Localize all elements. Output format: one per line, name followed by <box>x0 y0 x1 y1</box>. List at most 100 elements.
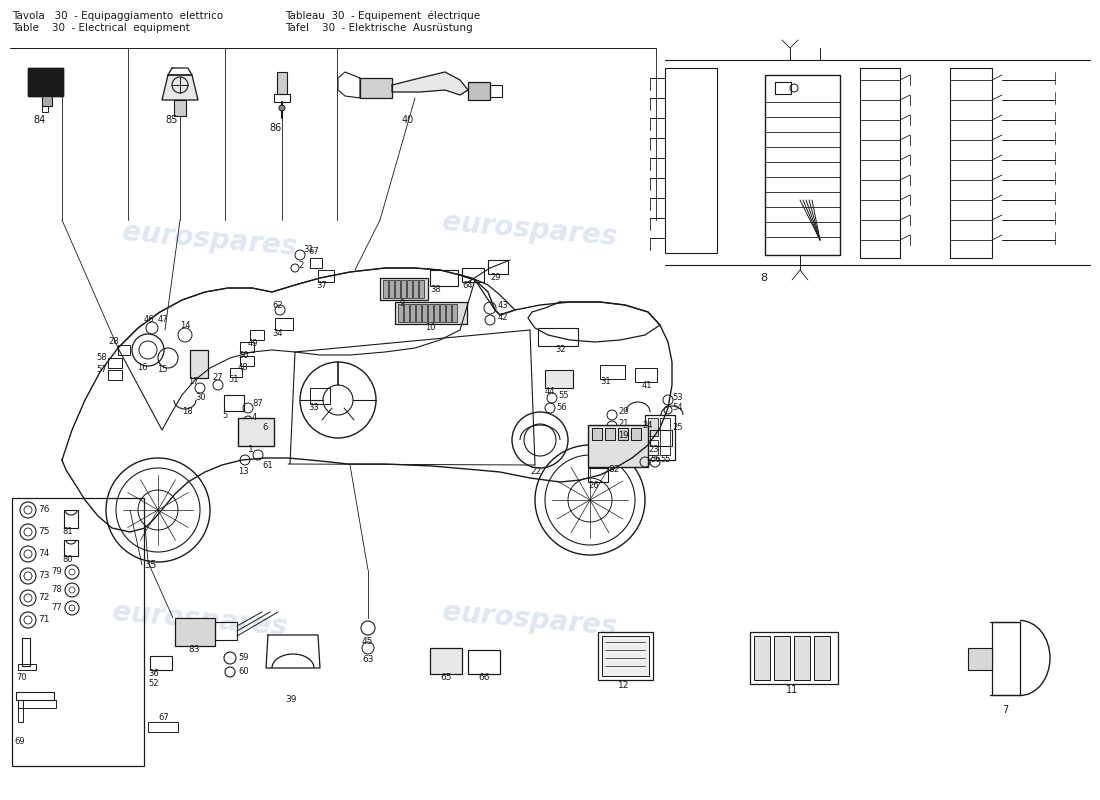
Bar <box>22 638 30 666</box>
Bar <box>42 106 48 112</box>
Bar <box>602 636 649 676</box>
Bar <box>412 280 418 298</box>
Bar <box>430 648 462 674</box>
Text: 2: 2 <box>298 262 304 270</box>
Bar <box>240 356 254 366</box>
Text: 40: 40 <box>402 115 414 125</box>
Text: 78: 78 <box>52 586 62 594</box>
Bar <box>28 68 63 96</box>
Bar <box>774 636 790 680</box>
Text: 31: 31 <box>302 246 313 254</box>
Polygon shape <box>162 75 198 100</box>
Bar <box>360 78 392 98</box>
Text: 82: 82 <box>608 466 619 474</box>
Text: 53: 53 <box>672 394 683 402</box>
Bar <box>230 368 242 377</box>
Bar <box>16 692 54 700</box>
Bar <box>250 330 264 340</box>
Text: Table    30  - Electrical  equipment: Table 30 - Electrical equipment <box>12 23 189 33</box>
Text: 22: 22 <box>530 467 541 477</box>
Bar <box>148 722 178 732</box>
Text: 36: 36 <box>148 669 158 678</box>
Text: 32: 32 <box>556 346 565 354</box>
Text: 13: 13 <box>238 467 249 477</box>
Text: 83: 83 <box>188 646 199 654</box>
Bar <box>544 370 573 388</box>
Bar <box>64 510 78 528</box>
Text: Tafel    30  - Elektrische  Ausrüstung: Tafel 30 - Elektrische Ausrüstung <box>285 23 473 33</box>
Text: 27: 27 <box>212 374 222 382</box>
Bar <box>666 68 717 253</box>
Text: 55: 55 <box>660 455 671 465</box>
Bar <box>631 428 641 440</box>
Text: 46: 46 <box>144 315 155 325</box>
Text: 60: 60 <box>238 667 249 677</box>
Text: 66: 66 <box>478 673 490 682</box>
Bar <box>42 96 52 106</box>
Bar <box>598 632 653 680</box>
Text: 14: 14 <box>180 321 190 330</box>
Bar <box>600 365 625 379</box>
Text: 31: 31 <box>600 378 610 386</box>
Text: 6: 6 <box>262 423 267 433</box>
Bar <box>430 270 458 286</box>
Bar <box>108 358 122 368</box>
Text: 77: 77 <box>52 603 62 613</box>
Text: 73: 73 <box>39 571 50 581</box>
Bar <box>488 260 508 274</box>
Bar <box>395 280 400 298</box>
Text: 59: 59 <box>238 654 249 662</box>
Text: 43: 43 <box>498 301 508 310</box>
Text: Tableau  30  - Equipement  électrique: Tableau 30 - Equipement électrique <box>285 10 480 22</box>
Bar <box>440 304 446 322</box>
Text: 30: 30 <box>195 394 206 402</box>
Bar <box>238 418 274 446</box>
Bar <box>416 304 421 322</box>
Text: eurospares: eurospares <box>441 209 618 251</box>
Text: 26: 26 <box>588 482 598 490</box>
Text: 72: 72 <box>39 594 50 602</box>
Text: 62: 62 <box>272 301 283 310</box>
Text: 47: 47 <box>158 315 168 325</box>
Text: 41: 41 <box>642 382 652 390</box>
Text: 56: 56 <box>556 403 566 413</box>
Text: 45: 45 <box>362 638 373 646</box>
Text: 57: 57 <box>96 366 107 374</box>
Bar <box>18 700 56 708</box>
Bar <box>419 280 424 298</box>
Text: 42: 42 <box>498 314 508 322</box>
Text: eurospares: eurospares <box>111 598 288 642</box>
Text: eurospares: eurospares <box>121 218 298 262</box>
Text: 29: 29 <box>490 274 500 282</box>
Bar <box>992 622 1020 695</box>
Text: Tavola   30  - Equipaggiamento  elettrico: Tavola 30 - Equipaggiamento elettrico <box>12 11 223 21</box>
Bar <box>605 428 615 440</box>
Text: 87: 87 <box>252 399 263 409</box>
Text: 33: 33 <box>308 403 319 413</box>
Text: 54: 54 <box>672 403 682 413</box>
Text: 49: 49 <box>248 338 258 347</box>
Bar <box>434 304 439 322</box>
Bar <box>592 428 602 440</box>
Bar <box>383 280 388 298</box>
Text: 20: 20 <box>618 407 628 417</box>
Bar <box>950 68 992 258</box>
Bar <box>635 368 657 382</box>
Bar <box>310 258 322 268</box>
Text: 10: 10 <box>425 322 436 331</box>
Bar <box>422 304 427 322</box>
Text: 65: 65 <box>440 673 451 682</box>
Text: 61: 61 <box>262 461 273 470</box>
Text: 51: 51 <box>228 375 239 385</box>
Text: 67: 67 <box>308 247 319 257</box>
Bar <box>650 430 672 446</box>
Text: 4: 4 <box>252 414 257 422</box>
Bar <box>468 82 490 100</box>
Text: 79: 79 <box>52 567 62 577</box>
Bar <box>395 302 468 324</box>
Text: 48: 48 <box>238 363 249 373</box>
Bar <box>64 540 78 556</box>
Text: 39: 39 <box>285 695 297 705</box>
Text: 71: 71 <box>39 615 50 625</box>
Text: 81: 81 <box>62 527 73 537</box>
